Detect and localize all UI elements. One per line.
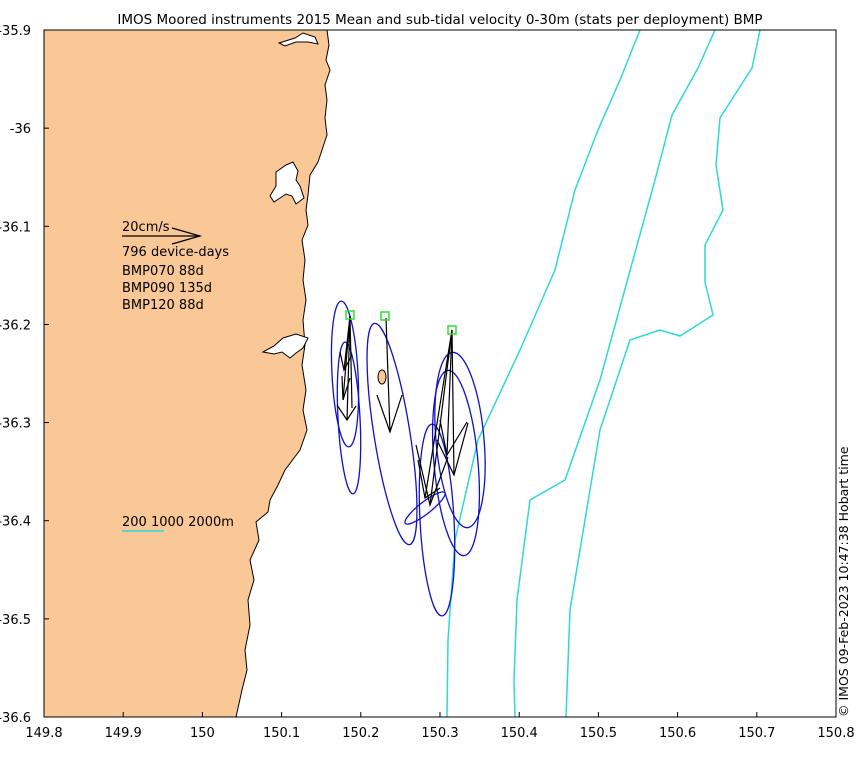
isobath-200m xyxy=(446,29,641,718)
x-tick-label: 150.4 xyxy=(501,726,538,741)
isobath-1000m xyxy=(513,29,716,718)
x-tick-label: 150.6 xyxy=(659,726,696,741)
ellipses-bmp120 xyxy=(404,351,486,617)
y-tick-label: -36.2 xyxy=(0,318,31,333)
vector xyxy=(429,329,453,506)
x-tick-label: 150.7 xyxy=(738,726,775,741)
vector-head xyxy=(436,422,469,477)
inlet-south xyxy=(261,333,309,359)
station-marker-bmp120[interactable] xyxy=(447,325,457,335)
vector-head xyxy=(336,404,357,422)
y-tick-label: -36.5 xyxy=(0,613,31,628)
x-tick-label: 150.5 xyxy=(580,726,617,741)
x-tick-label: 149.8 xyxy=(25,726,62,741)
ellipse-bmp120-b xyxy=(431,369,481,557)
x-tick-label: 150.8 xyxy=(817,726,854,741)
x-axis: 149.8 149.9 150 150.1 150.2 150.3 150.4 150.5 15… xyxy=(25,712,855,741)
vector-head xyxy=(376,394,403,434)
x-tick-label: 150.3 xyxy=(421,726,458,741)
vector xyxy=(446,329,453,456)
vector xyxy=(424,329,453,499)
vectors-bmp070 xyxy=(336,315,357,422)
scale-label: 20cm/s xyxy=(122,220,170,235)
inlet-central xyxy=(269,161,305,205)
ellipse-bmp120-c xyxy=(418,423,456,617)
ellipse-bmp090-a xyxy=(366,322,418,546)
scale-arrow-head xyxy=(171,227,203,245)
ellipse-bmp070-b xyxy=(336,341,362,495)
chart-title: IMOS Moored instruments 2015 Mean and su… xyxy=(117,12,762,28)
ellipses-bmp090 xyxy=(366,322,418,546)
x-tick-label: 150.1 xyxy=(263,726,300,741)
vector xyxy=(451,329,455,476)
vector xyxy=(343,315,351,371)
deployment-label: BMP070 88d xyxy=(122,264,204,279)
vector-head xyxy=(339,351,353,372)
vector-head xyxy=(341,375,351,401)
y-tick-label: -36.3 xyxy=(0,417,31,432)
x-tick-label: 150.2 xyxy=(342,726,379,741)
ellipse-bmp120-d xyxy=(404,491,446,525)
vector-head xyxy=(415,444,449,508)
y-tick-label: -36.6 xyxy=(0,711,31,726)
y-tick-label: -35.9 xyxy=(0,24,31,39)
credit-text: © IMOS 09-Feb-2023 10:47:38 Hobart time xyxy=(836,446,851,717)
inlet-north xyxy=(277,32,319,47)
vector xyxy=(349,315,353,409)
vector xyxy=(346,315,351,421)
device-days-label: 796 device-days xyxy=(122,245,229,260)
vector-head xyxy=(439,419,468,457)
island xyxy=(377,369,387,385)
station-marker-bmp070[interactable] xyxy=(345,310,355,320)
y-tick-label: -36 xyxy=(10,122,31,137)
land-mass xyxy=(43,29,331,718)
x-tick-label: 149.9 xyxy=(105,726,142,741)
x-tick-label: 150 xyxy=(190,726,215,741)
deployment-label: BMP090 135d xyxy=(122,281,212,296)
vectors-bmp120 xyxy=(415,329,469,508)
isobath-2000m xyxy=(565,29,761,718)
ellipses-bmp070 xyxy=(330,300,362,495)
deployment-label: BMP120 88d xyxy=(122,298,204,313)
isobath-legend-label: 200 1000 2000m xyxy=(122,515,234,530)
ellipse-bmp070-a xyxy=(330,300,360,448)
vector-head xyxy=(417,459,441,500)
station-marker-bmp090[interactable] xyxy=(380,311,390,321)
vectors-bmp090 xyxy=(376,317,403,434)
y-tick-label: -36.4 xyxy=(0,515,31,530)
vector xyxy=(385,317,391,433)
y-axis: -35.9 -36 -36.1 -36.2 -36.3 -36.4 -36.5 -36.6 xyxy=(0,24,49,726)
y-tick-label: -36.1 xyxy=(0,220,31,235)
